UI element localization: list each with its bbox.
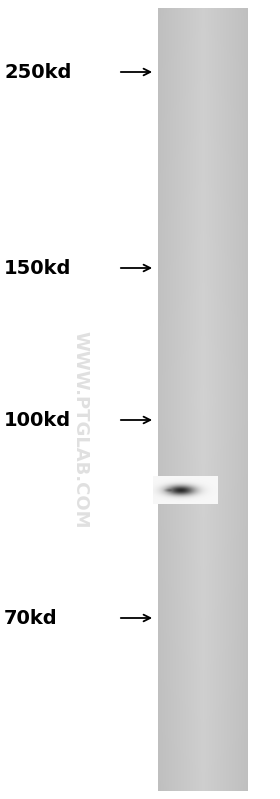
Text: 100kd: 100kd (4, 411, 71, 430)
Text: WWW.PTGLAB.COM: WWW.PTGLAB.COM (71, 332, 89, 529)
Text: 250kd: 250kd (4, 62, 71, 81)
Text: 70kd: 70kd (4, 609, 58, 627)
Text: 150kd: 150kd (4, 259, 71, 277)
